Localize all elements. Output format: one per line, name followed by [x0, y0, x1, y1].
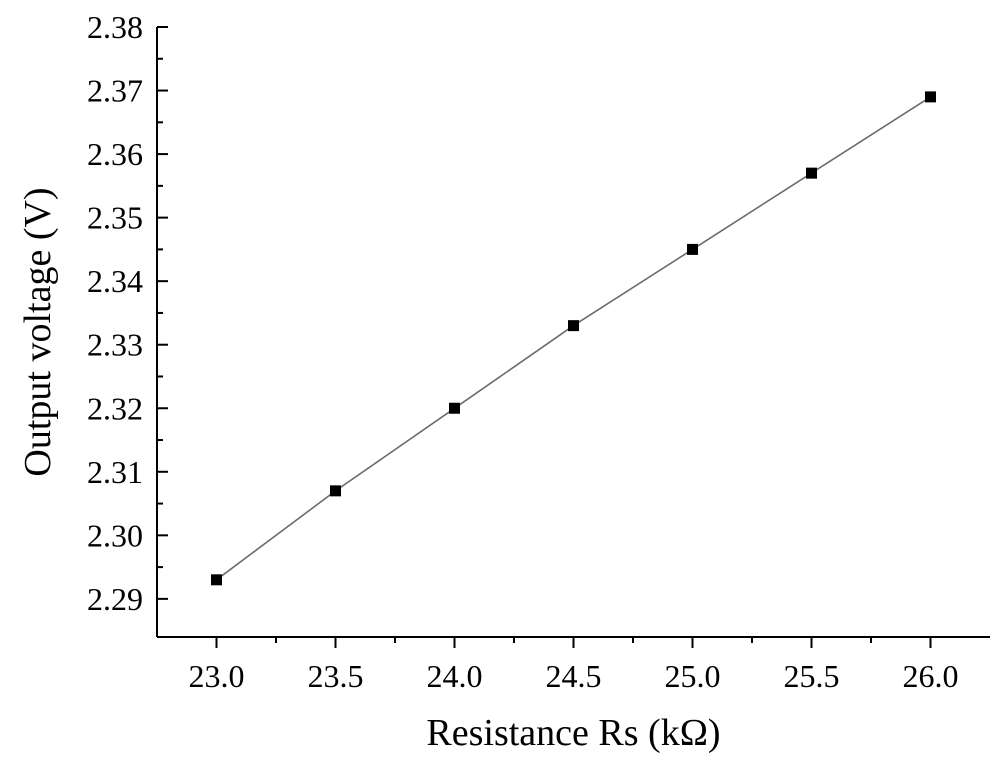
y-tick-label: 2.34	[87, 263, 143, 299]
data-point	[449, 402, 460, 414]
y-tick-label: 2.38	[87, 9, 143, 45]
data-point	[211, 574, 222, 586]
x-tick-label: 24.0	[427, 658, 483, 694]
x-axis-label: Resistance Rs (kΩ)	[426, 712, 720, 754]
data-point	[568, 320, 579, 332]
y-tick-label: 2.37	[87, 73, 143, 109]
series-line	[216, 96, 931, 581]
y-tick-label: 2.31	[87, 454, 143, 490]
ticks: 2.29 2.30 2.31 2.32 2.33 2.34 2.35 2.36 2.37 2.38…	[87, 9, 959, 694]
data-point	[330, 485, 341, 497]
x-tick-label: 23.5	[308, 658, 364, 694]
y-tick-label: 2.33	[87, 327, 143, 363]
x-tick-label: 25.5	[784, 658, 840, 694]
y-tick-label: 2.36	[87, 136, 143, 172]
y-tick-label: 2.35	[87, 200, 143, 236]
axes	[156, 27, 990, 638]
data-series	[211, 91, 936, 586]
y-tick-label: 2.30	[87, 517, 143, 553]
y-tick-label: 2.29	[87, 581, 143, 617]
y-tick-label: 2.32	[87, 390, 143, 426]
x-tick-label: 25.0	[665, 658, 721, 694]
x-tick-label: 26.0	[903, 658, 959, 694]
x-tick-label: 23.0	[189, 658, 245, 694]
data-point	[806, 167, 817, 179]
x-tick-label: 24.5	[546, 658, 602, 694]
y-axis-label: Output voltage (V)	[17, 187, 59, 476]
data-point	[925, 91, 936, 103]
data-point	[687, 243, 698, 255]
